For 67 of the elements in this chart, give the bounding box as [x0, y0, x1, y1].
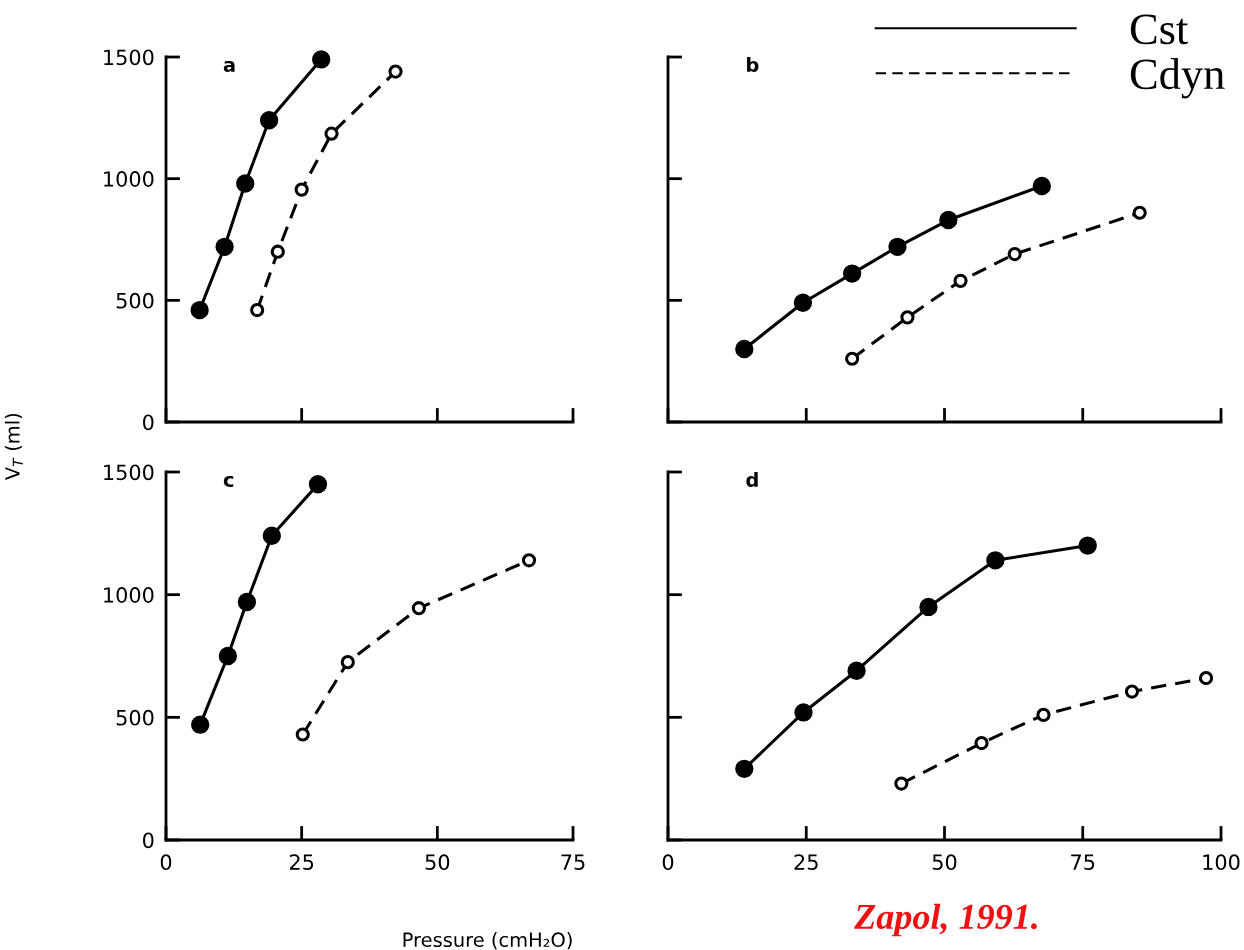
chart-title: c: [223, 475, 234, 488]
point: [900, 310, 915, 325]
x-tick-label: 25: [289, 854, 314, 871]
x-tick-label: 100: [1203, 854, 1240, 871]
x-tick-label: 0: [662, 854, 674, 871]
x-axis-title: Pressure (cmH₂O): [403, 932, 572, 950]
point: [888, 237, 907, 256]
chart-title: b: [747, 57, 759, 73]
point: [250, 302, 265, 318]
y-tick-label: 1000: [104, 171, 154, 187]
point: [939, 210, 958, 230]
point: [1036, 707, 1051, 722]
point: [270, 244, 285, 259]
chart-title: a: [223, 60, 235, 73]
x-tick-label: 0: [160, 854, 172, 871]
point: [974, 736, 989, 751]
legend-label: Cst: [1130, 14, 1189, 45]
point: [953, 273, 968, 288]
x-tick-label: 50: [932, 854, 957, 871]
x-tick-label: 50: [425, 854, 450, 871]
y-tick-label: 500: [116, 709, 154, 726]
point: [324, 126, 339, 141]
point: [1124, 684, 1140, 699]
y-tick-label: 1500: [104, 464, 154, 481]
point: [308, 475, 328, 494]
point: [1032, 176, 1051, 196]
point: [521, 553, 537, 568]
y-tick-label: 1000: [104, 587, 154, 603]
point: [919, 597, 938, 617]
point: [1007, 247, 1022, 262]
point: [847, 661, 866, 680]
point: [845, 351, 860, 366]
point: [312, 50, 331, 69]
y-tick-label: 1500: [104, 49, 154, 66]
point: [986, 551, 1005, 570]
y-tick-label: 0: [143, 832, 154, 849]
point: [295, 727, 310, 742]
legend-label: Cdyn: [1130, 58, 1225, 99]
point: [1132, 205, 1147, 220]
point: [262, 526, 281, 545]
y-tick-label: 0: [143, 414, 154, 431]
point: [236, 174, 255, 193]
point: [794, 703, 813, 722]
x-tick-label: 75: [561, 854, 585, 871]
point: [388, 64, 403, 79]
point: [259, 111, 279, 130]
point: [793, 293, 813, 312]
point: [842, 264, 862, 283]
y-axis-title: V$_{T}$ (ml): [4, 413, 23, 481]
text: Zapol, 1991.: [854, 903, 1037, 937]
y-tick-label: 500: [116, 292, 154, 309]
point: [411, 601, 426, 616]
point: [237, 592, 257, 612]
point: [218, 646, 238, 666]
point: [340, 655, 355, 670]
point: [215, 237, 234, 256]
point: [191, 715, 210, 734]
chart-title: d: [746, 472, 758, 488]
x-tick-label: 75: [1071, 854, 1095, 871]
point: [894, 776, 909, 791]
point: [735, 339, 754, 359]
point: [294, 182, 309, 197]
x-tick-label: 25: [794, 854, 818, 871]
point: [1078, 536, 1097, 555]
point: [1198, 670, 1214, 686]
point: [735, 759, 754, 779]
point: [190, 300, 209, 320]
